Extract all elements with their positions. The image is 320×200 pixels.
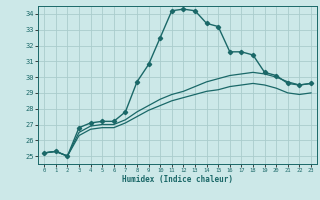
X-axis label: Humidex (Indice chaleur): Humidex (Indice chaleur): [122, 175, 233, 184]
